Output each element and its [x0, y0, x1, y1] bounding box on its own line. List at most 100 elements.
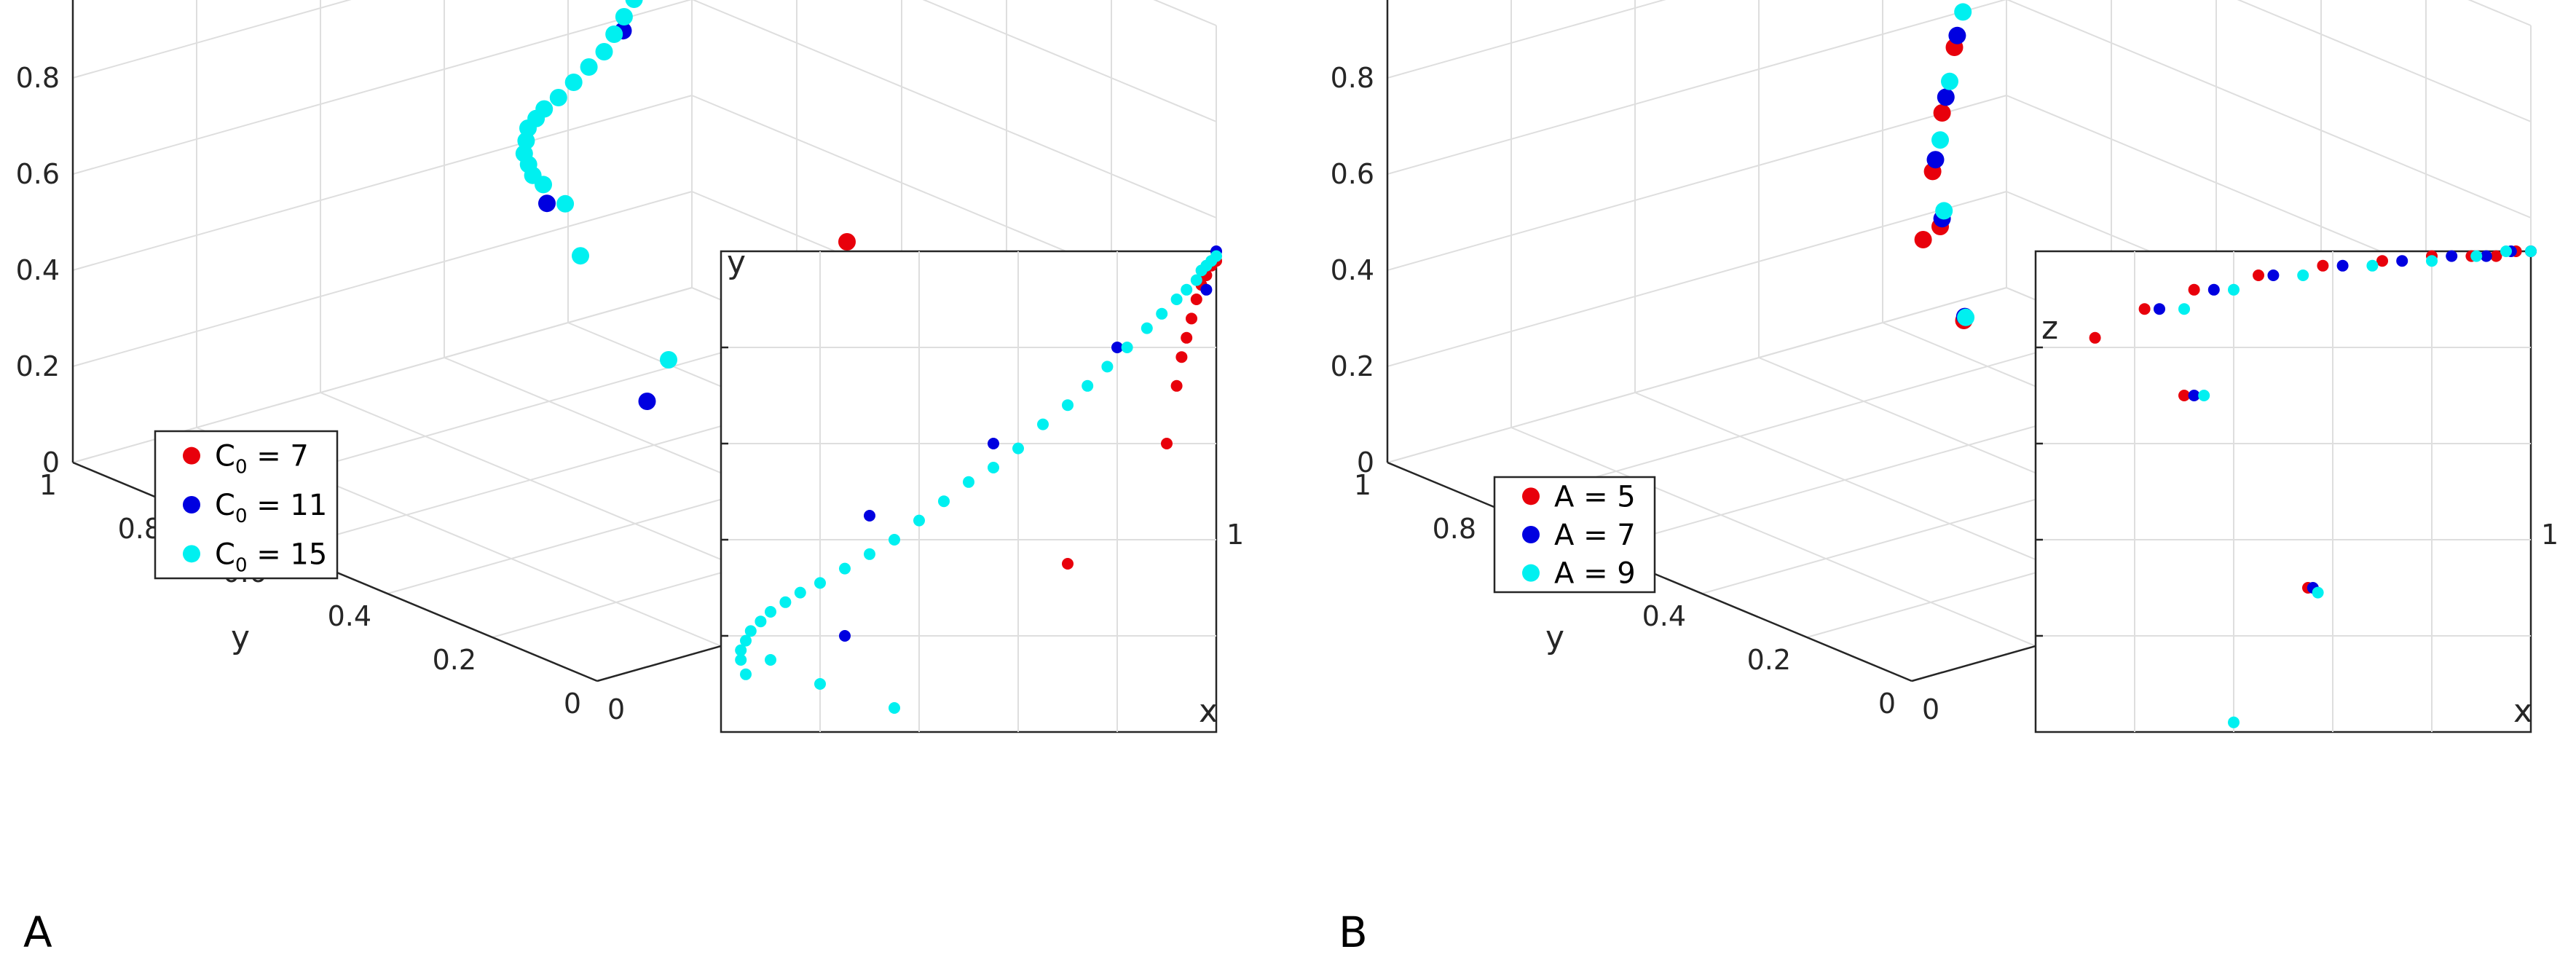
inset-point	[1062, 399, 1074, 412]
inset-point	[2188, 283, 2200, 296]
inset-point	[2267, 269, 2280, 281]
inset-point	[1175, 351, 1188, 363]
data-points	[515, 0, 856, 522]
legend-label: A = 9	[1554, 557, 1636, 591]
inset-point	[2178, 390, 2190, 401]
data-point	[572, 247, 589, 265]
inset-point	[740, 668, 752, 680]
inset-point	[765, 654, 776, 666]
panel-a: 00.20.40.60.8100.20.40.60.8100.20.40.60.…	[16, 0, 1244, 957]
inset-point	[2317, 259, 2329, 272]
inset-projection: xz	[2034, 245, 2537, 733]
inset-point	[814, 577, 826, 589]
inset-series-1	[839, 245, 1222, 642]
x-tick-label: 1	[2541, 519, 2559, 551]
inset-point	[2426, 255, 2438, 267]
inset-point	[864, 548, 875, 560]
inset-point	[2366, 259, 2379, 272]
inset-point	[1012, 442, 1024, 454]
inset-point	[2490, 250, 2502, 262]
data-point	[625, 0, 643, 8]
inset-point	[2376, 255, 2388, 267]
inset-frame	[720, 250, 1218, 733]
data-point	[615, 8, 633, 25]
inset-point	[2396, 255, 2408, 267]
legend-label: C0 = 15	[215, 538, 327, 576]
legend-marker	[1522, 526, 1540, 543]
legend-label: C0 = 11	[215, 489, 327, 527]
inset-projection: xy	[720, 244, 1222, 733]
inset-point	[839, 562, 851, 575]
inset-point	[2480, 250, 2492, 262]
inset-x-label: x	[1199, 693, 1218, 730]
y-axis-label: y	[231, 619, 250, 656]
legend: A = 5 A = 7 A = 9	[1493, 476, 1656, 594]
inset-point	[889, 534, 900, 546]
y-tick-label: 0.2	[1747, 644, 1791, 676]
data-points	[1914, 3, 2063, 567]
z-tick-label: 0.4	[16, 254, 60, 286]
inset-point	[2336, 259, 2349, 272]
z-tick-label: 0	[1357, 446, 1374, 479]
inset-y-label: y	[727, 244, 746, 281]
y-tick-label: 0.4	[328, 600, 371, 632]
legend-label: A = 7	[1554, 519, 1636, 552]
inset-point	[938, 495, 950, 508]
inset-point	[2228, 716, 2240, 728]
inset-point	[765, 606, 776, 618]
inset-point	[779, 596, 792, 608]
z-tick-label: 0.2	[1331, 350, 1374, 382]
legend-marker	[183, 496, 200, 513]
inset-point	[2297, 269, 2309, 281]
inset-point	[988, 438, 999, 449]
data-point	[1954, 3, 1972, 21]
inset-point	[2525, 245, 2537, 257]
x-tick-label: 0	[607, 693, 625, 725]
legend-box	[1493, 476, 1656, 594]
inset-series-0	[2089, 245, 2537, 594]
inset-point	[988, 462, 999, 473]
inset-point	[2500, 245, 2512, 257]
inset-point	[2312, 586, 2324, 599]
inset-point	[1156, 307, 1168, 320]
data-point	[556, 194, 575, 213]
inset-point	[735, 654, 747, 666]
legend-marker	[1522, 487, 1540, 505]
series-0	[838, 233, 856, 251]
inset-point	[735, 644, 747, 656]
x-tick-label: 1	[1226, 519, 1244, 551]
inset-x-label: x	[2513, 693, 2532, 730]
inset-point	[1186, 312, 1197, 325]
x-tick-label: 0	[1922, 693, 1939, 725]
panel-label: B	[1339, 908, 1368, 957]
z-tick-label: 0.6	[16, 158, 60, 190]
inset-point	[1082, 379, 1094, 392]
z-tick-label: 0.6	[1331, 158, 1374, 190]
inset-series-2	[2178, 245, 2537, 728]
inset-series-2	[735, 250, 1222, 714]
inset-point	[963, 476, 974, 488]
data-point	[660, 351, 677, 369]
inset-point	[1170, 379, 1183, 392]
inset-point	[1200, 283, 1213, 296]
data-point	[1914, 231, 1932, 248]
legend: C0 = 7 C0 = 11 C0 = 15	[154, 430, 339, 580]
legend-marker	[1522, 564, 1540, 582]
y-tick-label: 0	[564, 688, 581, 720]
series-1	[1926, 26, 1974, 326]
data-point	[549, 89, 567, 106]
series-2	[515, 0, 797, 522]
inset-point	[2228, 283, 2240, 296]
data-point	[1926, 151, 1945, 169]
inset-point	[1101, 361, 1114, 373]
inset-point	[913, 514, 925, 527]
data-point	[1935, 202, 1953, 220]
y-tick-label: 1	[1354, 469, 1371, 501]
legend-label: C0 = 7	[215, 440, 309, 479]
inset-point	[2138, 303, 2151, 315]
data-point	[538, 194, 556, 213]
z-tick-label: 0.2	[16, 350, 60, 382]
inset-point	[794, 586, 806, 599]
inset-point	[2446, 250, 2458, 262]
inset-point	[1037, 418, 1049, 430]
